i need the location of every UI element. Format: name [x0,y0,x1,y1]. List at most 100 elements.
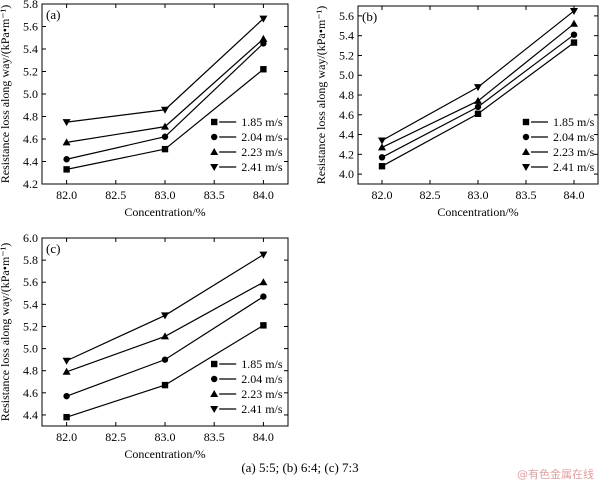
y-tick-label: 5.0 [23,87,38,101]
x-tick-label: 84.0 [253,430,274,444]
series-3 [378,19,578,151]
series-4 [62,251,268,365]
data-point [378,154,386,161]
data-point [260,293,267,300]
y-tick-label: 4.8 [339,88,354,102]
y-tick-label: 5.4 [339,29,354,43]
data-point [161,145,169,153]
legend-marker [211,375,218,383]
data-point [570,39,578,46]
data-point [161,356,169,363]
legend: 1.85 m/s2.04 m/s2.23 m/s2.41 m/s [522,115,595,174]
y-tick-label: 4.6 [23,132,38,146]
y-axis-label: Resistance loss along way/(kPa•m⁻¹) [314,6,328,184]
y-tick-label: 4.8 [23,110,38,124]
legend-label: 2.41 m/s [553,160,595,174]
legend-marker [522,118,530,126]
y-tick-label: 5.6 [23,275,38,289]
data-point [63,156,70,163]
y-axis-label: Resistance loss along way/(kPa•m⁻¹) [0,243,12,421]
legend-marker [211,118,218,126]
series-4 [62,15,268,127]
x-tick-label: 82.5 [105,188,126,202]
series-line [66,296,264,397]
data-point [161,332,169,340]
data-point [260,322,267,329]
series-3 [62,34,268,146]
x-tick-label: 83.5 [516,188,537,202]
series-line [66,18,264,123]
y-tick-label: 5.8 [23,253,38,267]
legend-marker [522,164,530,171]
data-point [259,278,268,286]
series-1 [63,322,267,421]
legend-label: 2.23 m/s [553,145,595,159]
data-point [62,119,71,127]
legend-label: 1.85 m/s [241,357,283,371]
y-tick-label: 4.2 [23,177,38,191]
legend-marker [210,406,219,413]
y-tick-label: 5.2 [23,65,38,79]
y-tick-label: 5.0 [339,68,354,82]
legend-marker [211,360,218,368]
y-tick-label: 5.0 [23,342,38,356]
series-line [381,34,575,158]
legend-label: 2.41 m/s [241,160,283,174]
y-tick-label: 4.4 [23,408,38,422]
legend: 1.85 m/s2.04 m/s2.23 m/s2.41 m/s [210,357,283,416]
legend-label: 1.85 m/s [553,115,595,129]
data-point [474,84,482,92]
panel-label: (b) [362,9,377,24]
data-point [62,138,71,146]
series-2 [63,293,267,400]
data-point [570,7,578,15]
data-point [63,392,70,400]
y-tick-label: 5.2 [339,48,354,62]
legend-label: 2.04 m/s [241,130,283,144]
legend-label: 2.41 m/s [241,402,283,416]
x-tick-label: 83.0 [155,188,176,202]
y-tick-label: 6.0 [23,231,38,245]
watermark: @有色金属在线 [517,468,594,481]
legend-label: 1.85 m/s [241,115,283,129]
data-point [570,31,578,38]
x-tick-label: 82.0 [372,188,393,202]
series-2 [378,31,578,161]
data-point [378,137,386,145]
legend: 1.85 m/s2.04 m/s2.23 m/s2.41 m/s [210,115,283,174]
legend-label: 2.23 m/s [241,387,283,401]
y-tick-label: 4.6 [23,386,38,400]
data-point [161,312,169,320]
chart-panel-1: 82.0 82.5 83.0 83.5 84.0 4.2 4.4 4.6 4.8 5.0 5.2 5.… [0,0,289,219]
legend-label: 2.23 m/s [241,145,283,159]
legend-marker [211,133,218,141]
y-tick-label: 5.4 [23,297,38,311]
series-line [381,10,575,142]
series-2 [63,40,267,163]
data-point [570,19,578,27]
data-point [259,15,268,23]
series-line [66,42,264,160]
x-tick-label: 82.0 [56,430,77,444]
series-1 [378,39,578,170]
y-tick-label: 4.2 [339,147,354,161]
data-point [63,413,70,421]
y-tick-label: 4.8 [23,364,38,378]
legend-marker [210,148,219,155]
chart-panel-2: 82.0 82.5 83.0 83.5 84.0 4.0 4.2 4.4 4.6 4.8 5.0 5.… [314,5,599,219]
y-tick-label: 4.0 [339,167,354,181]
x-axis-label: Concentration/% [437,205,518,219]
legend-marker [522,148,530,155]
y-tick-label: 5.6 [339,9,354,23]
series-1 [63,66,267,173]
data-point [259,34,268,42]
data-point [63,166,70,173]
x-axis-label: Concentration/% [124,205,205,219]
panel-label: (a) [46,7,60,22]
y-axis-label: Resistance loss along way/(kPa•m⁻¹) [0,5,12,183]
data-point [161,122,169,130]
x-tick-label: 83.5 [204,430,225,444]
data-point [161,381,169,389]
legend-marker [522,133,530,141]
